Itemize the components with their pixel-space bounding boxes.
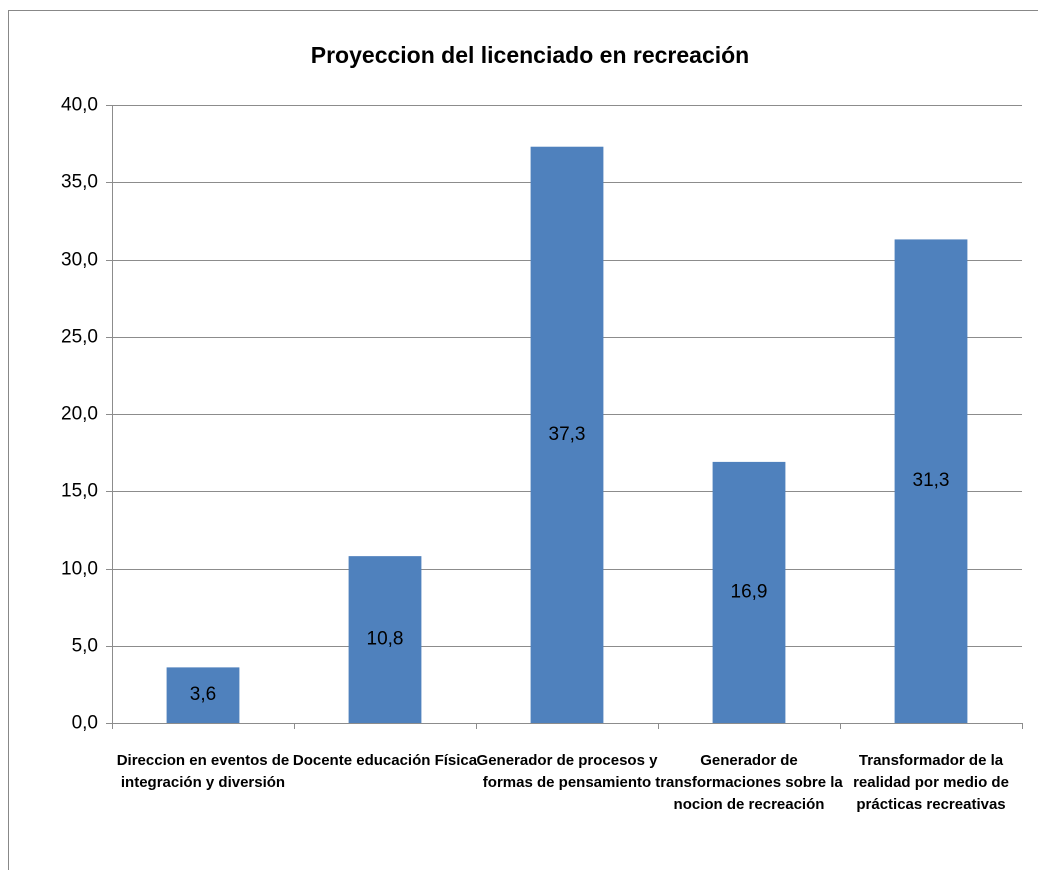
bar (894, 239, 968, 724)
y-tick-label: 25,0 (61, 327, 98, 348)
data-label: 3,6 (190, 684, 216, 705)
bar (166, 667, 240, 723)
bar (348, 556, 422, 723)
bar (530, 146, 604, 724)
y-tick-label: 40,0 (61, 95, 98, 116)
y-tick-label: 35,0 (61, 172, 98, 193)
x-tick-label: Direccion en eventos de integración y di… (116, 752, 290, 791)
y-tick-label: 5,0 (72, 636, 98, 657)
data-label: 31,3 (913, 470, 950, 491)
y-tick-label: 10,0 (61, 559, 98, 580)
chart-border (8, 10, 1038, 870)
data-label: 16,9 (731, 581, 768, 602)
y-tick-label: 15,0 (61, 481, 98, 502)
data-label: 10,8 (367, 629, 404, 650)
chart-title: Proyeccion del licenciado en recreación (311, 42, 749, 68)
y-tick-label: 0,0 (72, 713, 98, 734)
data-label: 37,3 (549, 424, 586, 445)
y-tick-label: 30,0 (61, 250, 98, 271)
x-tick-label: Generador de transformaciones sobre la n… (655, 752, 843, 813)
x-tick-label: Transformador de la realidad por medio d… (853, 752, 1009, 813)
x-tick-label: Docente educación Física (292, 752, 478, 769)
bar (712, 461, 786, 723)
y-tick-label: 20,0 (61, 404, 98, 425)
x-tick-label: Generador de procesos y formas de pensam… (476, 752, 658, 791)
